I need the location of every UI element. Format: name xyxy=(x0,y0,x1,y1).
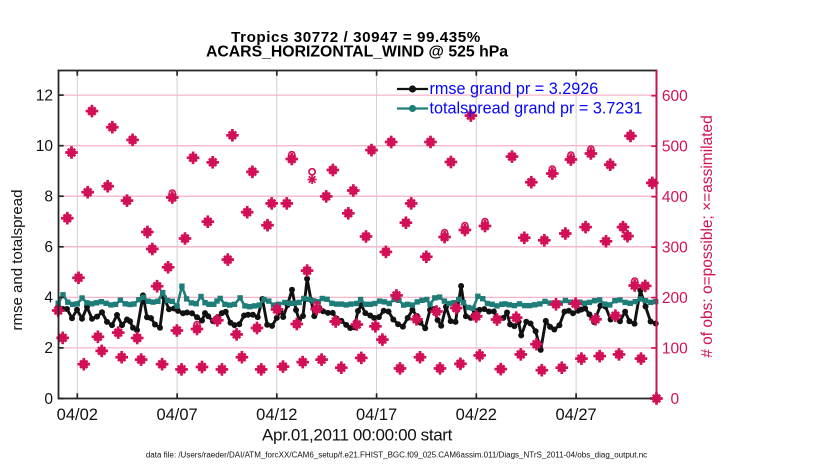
svg-text:data file: /Users/raeder/DAI/A: data file: /Users/raeder/DAI/ATM_forcXX/… xyxy=(146,451,647,460)
svg-text:04/22: 04/22 xyxy=(456,406,497,424)
svg-text:0: 0 xyxy=(44,391,53,408)
svg-text:rmse grand pr = 3.2926: rmse grand pr = 3.2926 xyxy=(430,80,599,98)
svg-text:600: 600 xyxy=(662,88,688,105)
svg-text:200: 200 xyxy=(662,290,688,307)
svg-text:04/12: 04/12 xyxy=(256,406,297,424)
svg-text:300: 300 xyxy=(662,239,688,256)
svg-text:500: 500 xyxy=(662,139,688,156)
svg-text:ACARS_HORIZONTAL_WIND @ 525 hP: ACARS_HORIZONTAL_WIND @ 525 hPa xyxy=(206,44,508,61)
svg-text:4: 4 xyxy=(44,290,53,307)
svg-text:0: 0 xyxy=(670,391,679,408)
svg-text:10: 10 xyxy=(36,138,54,155)
svg-text:400: 400 xyxy=(662,189,688,206)
svg-text:04/17: 04/17 xyxy=(356,406,397,424)
svg-text:8: 8 xyxy=(44,189,53,206)
svg-text:Tropics 30772 / 30947 = 99.435: Tropics 30772 / 30947 = 99.435% xyxy=(231,29,481,46)
svg-text:6: 6 xyxy=(44,239,53,256)
svg-text:# of obs: o=possible; ×=assimi: # of obs: o=possible; ×=assimilated xyxy=(699,115,716,358)
svg-text:rmse and totalspread: rmse and totalspread xyxy=(9,190,26,331)
svg-text:2: 2 xyxy=(44,340,53,357)
svg-text:Apr.01,2011 00:00:00 start: Apr.01,2011 00:00:00 start xyxy=(262,426,453,445)
svg-text:totalspread grand pr = 3.7231: totalspread grand pr = 3.7231 xyxy=(430,100,643,118)
svg-text:04/02: 04/02 xyxy=(57,406,98,424)
svg-text:12: 12 xyxy=(36,87,53,104)
svg-text:100: 100 xyxy=(662,340,688,357)
svg-text:04/07: 04/07 xyxy=(156,406,197,424)
svg-text:04/27: 04/27 xyxy=(555,406,596,424)
